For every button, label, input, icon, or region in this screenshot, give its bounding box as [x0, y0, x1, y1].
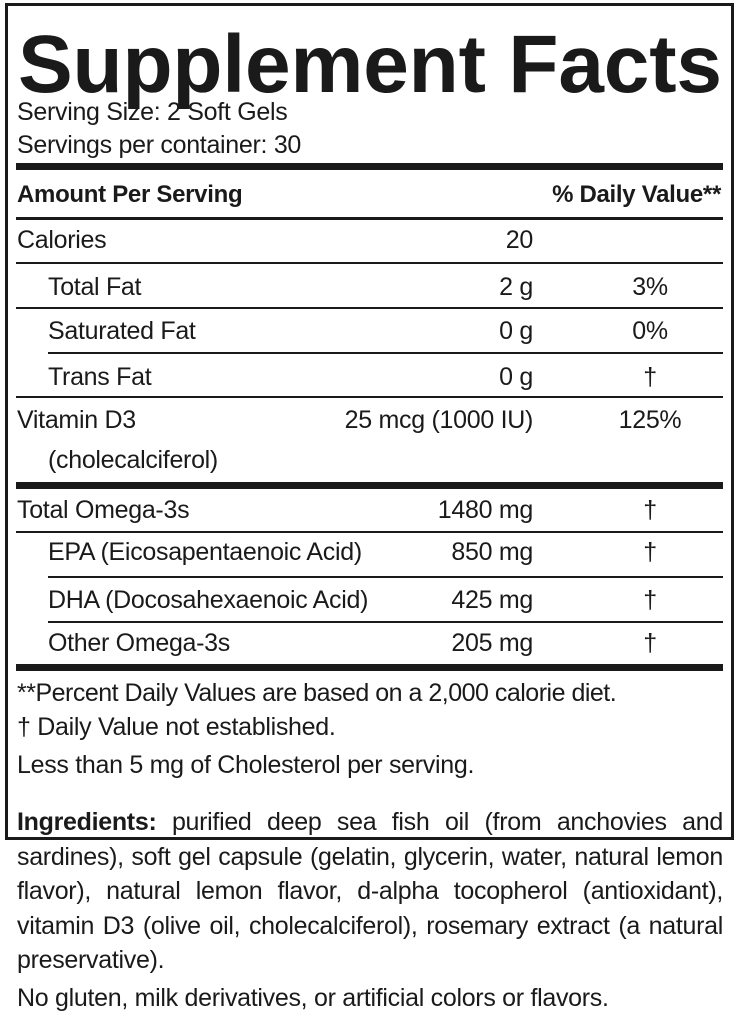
- nutrient-name: Vitamin D3: [17, 406, 136, 434]
- divider: [16, 396, 723, 398]
- nutrient-subname: (cholecalciferol): [48, 446, 218, 474]
- allergen-note: No gluten, milk derivatives, or artifici…: [17, 984, 609, 1012]
- nutrient-amount: 20: [505, 226, 534, 254]
- nutrient-dv: †: [643, 496, 657, 524]
- divider: [48, 621, 723, 623]
- nutrient-amount: 850 mg: [451, 538, 533, 566]
- nutrient-name: Saturated Fat: [48, 317, 196, 345]
- nutrient-dv: †: [643, 363, 657, 391]
- ingredients-text: purified deep sea fish oil (from anchovi…: [17, 808, 723, 974]
- servings-per-container: Servings per container: 30: [17, 131, 302, 159]
- divider-thick: [16, 482, 723, 489]
- nutrient-dv: †: [643, 538, 657, 566]
- footnote-cholesterol: Less than 5 mg of Cholesterol per servin…: [17, 751, 475, 779]
- nutrient-dv: 0%: [632, 317, 668, 345]
- divider: [16, 531, 723, 533]
- facts-panel-border: [5, 3, 734, 840]
- nutrient-name: Total Omega-3s: [17, 496, 190, 524]
- divider: [48, 576, 723, 578]
- footnote-daily-values: **Percent Daily Values are based on a 2,…: [17, 679, 617, 707]
- ingredients-paragraph: Ingredients: purified deep sea fish oil …: [17, 805, 723, 978]
- header-amount-per-serving: Amount Per Serving: [17, 181, 243, 208]
- nutrient-dv: †: [643, 629, 657, 657]
- nutrient-amount: 1480 mg: [437, 496, 534, 524]
- panel-title: Supplement Facts: [18, 19, 722, 110]
- divider: [16, 262, 723, 264]
- divider: [16, 307, 723, 309]
- nutrient-name: DHA (Docosahexaenoic Acid): [48, 586, 369, 614]
- nutrient-amount: 205 mg: [451, 629, 533, 657]
- nutrient-amount: 0 g: [499, 363, 533, 391]
- nutrient-name: Trans Fat: [48, 363, 152, 391]
- facts-title-svg: Supplement Facts: [18, 19, 722, 110]
- nutrient-amount: 2 g: [499, 273, 533, 301]
- nutrient-dv: 3%: [632, 273, 668, 301]
- serving-size: Serving Size: 2 Soft Gels: [17, 98, 288, 126]
- divider-thick: [16, 664, 723, 671]
- nutrient-name: Calories: [17, 226, 107, 254]
- divider: [16, 217, 723, 220]
- nutrient-dv: †: [643, 586, 657, 614]
- footnote-dagger: † Daily Value not established.: [17, 713, 336, 741]
- divider: [48, 352, 723, 354]
- nutrient-dv: 125%: [618, 406, 682, 434]
- nutrient-name: EPA (Eicosapentaenoic Acid): [48, 538, 362, 566]
- nutrient-amount: 425 mg: [451, 586, 533, 614]
- nutrient-name: Total Fat: [48, 273, 142, 301]
- nutrient-name: Other Omega-3s: [48, 629, 230, 657]
- header-daily-value: % Daily Value**: [552, 181, 721, 208]
- nutrient-amount: 0 g: [499, 317, 533, 345]
- ingredients-label: Ingredients:: [17, 808, 157, 836]
- divider-thick: [16, 163, 723, 170]
- nutrient-amount: 25 mcg (1000 IU): [344, 406, 534, 434]
